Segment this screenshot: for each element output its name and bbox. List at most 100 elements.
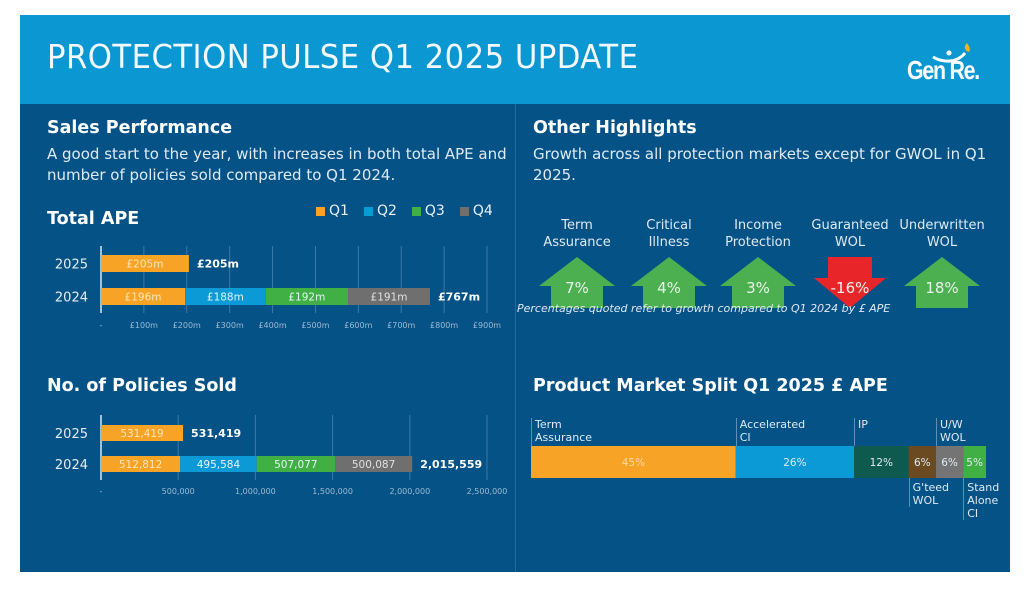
x-tick-label: £500m [301, 321, 329, 330]
highlight-label: Underwritten WOL [899, 218, 985, 250]
legend-item-q1: Q1 [316, 203, 349, 219]
growth-value: 18% [925, 279, 958, 297]
x-tick-label: - [100, 321, 103, 330]
split-category-label: Term Assurance [531, 418, 592, 446]
bar-data-label: £205m [126, 259, 163, 271]
growth-value: 3% [746, 279, 770, 297]
split-value-label: 45% [622, 457, 645, 469]
legend-label: Q2 [376, 203, 397, 219]
split-value-label: 12% [870, 457, 893, 469]
arrow-up-icon [720, 257, 796, 308]
highlight-label: Term Assurance [543, 218, 611, 250]
growth-footnote: Percentages quoted refer to growth compa… [517, 302, 891, 315]
legend-label: Q1 [329, 203, 349, 219]
x-tick-label: 2,500,000 [467, 487, 508, 496]
logo-flame-icon [932, 43, 970, 63]
arrow-down-icon [814, 257, 886, 308]
legend-swatch-q3 [411, 206, 421, 216]
growth-value: 7% [565, 279, 589, 297]
bar-q1-2024 [101, 456, 181, 472]
bar-data-label: £196m [125, 292, 162, 304]
x-tick-label: £700m [387, 321, 415, 330]
legend-item-q3: Q3 [411, 203, 445, 219]
split-category-label: Accelerated CI [735, 418, 805, 446]
split-category-label: IP [854, 418, 868, 446]
x-tick-label: - [100, 487, 103, 496]
x-tick-label: £900m [473, 321, 501, 330]
highlight-label: Guaranteed WOL [811, 218, 889, 250]
category-label: 2025 [55, 258, 88, 273]
legend-label: Q4 [472, 203, 493, 219]
bar-q3-2024 [256, 456, 335, 472]
bar-data-label: £192m [288, 292, 325, 304]
sales-performance-text: A good start to the year, with increases… [47, 145, 507, 184]
page-title: PROTECTION PULSE Q1 2025 UPDATE [47, 37, 639, 76]
bar-data-label: 507,077 [274, 459, 317, 471]
split-category-label: G'teed WOL [908, 478, 949, 507]
legend-label: Q3 [424, 203, 445, 219]
highlight-label: Income Protection [725, 218, 791, 250]
legend-item-q2: Q2 [363, 203, 397, 219]
bar-q1-2025 [101, 425, 184, 441]
x-tick-label: 500,000 [162, 487, 195, 496]
arrow-up-icon [631, 257, 707, 308]
gen-re-logo: Gen Re. [905, 41, 995, 91]
other-highlights-text: Growth across all protection markets exc… [533, 145, 987, 184]
arrow-up-icon [904, 257, 980, 308]
split-value-label: 6% [941, 457, 958, 469]
category-label: 2025 [55, 427, 88, 442]
total-label: 2,015,559 [420, 458, 482, 471]
bar-q4-2024 [334, 456, 413, 472]
split-segment [963, 446, 986, 478]
bar-q3-2024 [265, 288, 349, 305]
split-value-label: 5% [966, 457, 983, 469]
split-segment [935, 446, 964, 478]
logo-text: Gen Re. [907, 55, 980, 85]
legend-swatch-q4 [459, 206, 469, 216]
x-tick-label: £400m [258, 321, 286, 330]
header-banner: PROTECTION PULSE Q1 2025 UPDATE Gen Re. [20, 15, 1010, 104]
growth-value: 4% [657, 279, 681, 297]
bar-q1-2025 [101, 255, 189, 272]
total-label: £767m [438, 291, 480, 304]
column-divider [515, 104, 516, 572]
split-segment [908, 446, 936, 478]
arrow-up-icon [539, 257, 615, 308]
chart-legend: Q1 Q2 Q3 Q4 [316, 203, 493, 219]
bar-data-label: 500,087 [352, 459, 395, 471]
bar-data-label: 495,584 [197, 459, 241, 471]
x-tick-label: £100m [130, 321, 158, 330]
total-label: 531,419 [191, 427, 241, 440]
policies-sold-title: No. of Policies Sold [47, 376, 237, 396]
x-tick-label: £800m [430, 321, 458, 330]
x-tick-label: 1,000,000 [235, 487, 276, 496]
split-category-label: Stand Alone CI [963, 478, 999, 520]
product-split-title: Product Market Split Q1 2025 £ APE [533, 376, 888, 396]
total-label: £205m [197, 258, 239, 271]
x-tick-label: 1,500,000 [312, 487, 353, 496]
x-tick-label: 2,000,000 [389, 487, 430, 496]
category-label: 2024 [55, 291, 88, 306]
split-segment [531, 446, 736, 478]
bar-data-label: 512,812 [119, 459, 162, 471]
category-label: 2024 [55, 458, 88, 473]
bar-q2-2024 [180, 456, 257, 472]
legend-swatch-q1 [316, 206, 325, 216]
x-tick-label: £200m [173, 321, 201, 330]
split-value-label: 6% [914, 457, 931, 469]
growth-value: -16% [831, 279, 870, 297]
highlight-label: Critical Illness [646, 218, 692, 250]
bar-data-label: 531,419 [120, 428, 163, 440]
bar-data-label: £191m [371, 292, 408, 304]
bar-q2-2024 [185, 288, 266, 305]
x-tick-label: £600m [344, 321, 372, 330]
sales-performance-heading: Sales Performance [47, 118, 233, 138]
split-category-label: U/W WOL [935, 418, 966, 446]
other-highlights-heading: Other Highlights [533, 118, 697, 138]
bar-q4-2024 [348, 288, 430, 305]
split-segment [735, 446, 855, 478]
total-ape-title: Total APE [47, 209, 140, 229]
